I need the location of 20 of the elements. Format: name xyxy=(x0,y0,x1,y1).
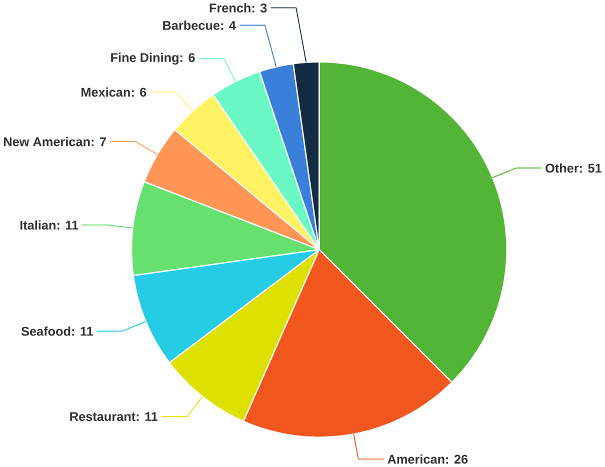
data-label: : 11 xyxy=(136,412,158,421)
data-label: : 26 xyxy=(446,454,468,464)
data-label: : 3 xyxy=(252,4,267,13)
slice-label: Fine Dining xyxy=(111,52,178,65)
data-label: : 4 xyxy=(221,21,236,30)
slice-label: Mexican xyxy=(82,87,130,97)
data-label: : 7 xyxy=(92,137,106,146)
data-label: : 11 xyxy=(72,326,93,336)
slice-label: American xyxy=(388,454,444,464)
slice-label: New American xyxy=(4,136,90,146)
slice-label: Barbecue xyxy=(163,20,220,30)
slice-label: Seafood xyxy=(21,326,70,336)
slice-label: Italian xyxy=(20,220,56,230)
data-label: : 6 xyxy=(180,53,195,62)
data-label: : 6 xyxy=(132,88,146,97)
data-label: : 11 xyxy=(57,220,78,230)
slice-label: Other xyxy=(546,163,579,173)
data-label: : 51 xyxy=(580,164,602,173)
slice-label: Restaurant xyxy=(70,412,136,422)
slice-label: French xyxy=(210,3,250,13)
